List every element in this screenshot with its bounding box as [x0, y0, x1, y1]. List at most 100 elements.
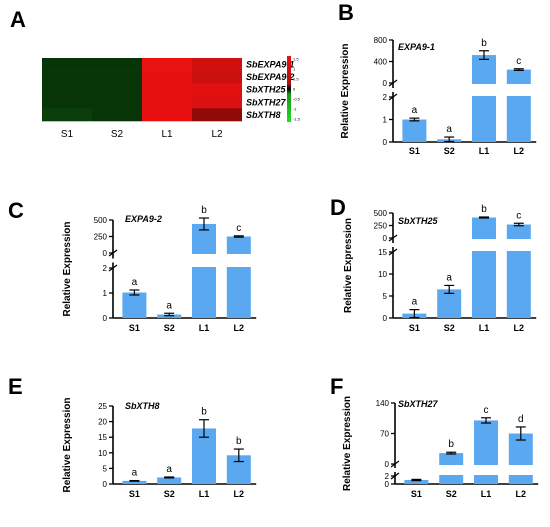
significance-label: b — [201, 407, 207, 418]
heatmap-cell — [192, 58, 242, 71]
panel-letter: C — [8, 198, 24, 223]
significance-label: c — [484, 405, 489, 416]
color-scale-tick: 1.5 — [293, 57, 299, 62]
x-tick-label: L2 — [514, 323, 525, 333]
y-tick-label: 400 — [374, 58, 388, 67]
axis-break-gap — [114, 254, 258, 267]
y-tick-label: 0 — [103, 249, 108, 258]
heatmap-column-label: S1 — [61, 129, 74, 140]
panel-letter: A — [10, 7, 26, 32]
significance-label: b — [201, 205, 207, 216]
significance-label: a — [446, 272, 452, 283]
heatmap-cell — [42, 83, 92, 97]
y-tick-label: 140 — [376, 399, 390, 408]
y-tick-label: 0 — [383, 234, 388, 243]
significance-label: b — [448, 439, 454, 450]
significance-label: b — [481, 38, 487, 49]
color-scale-tick: 0.5 — [293, 77, 299, 82]
heatmap-cell — [142, 95, 192, 109]
y-tick-label: 10 — [98, 449, 107, 458]
bar — [506, 224, 531, 318]
gene-label: EXPA9-2 — [125, 214, 162, 224]
color-scale-tick: 1 — [293, 67, 296, 72]
y-tick-label: 5 — [383, 292, 388, 301]
heatmap-column-label: L1 — [161, 129, 173, 140]
bar — [402, 119, 427, 142]
color-scale-tick: 0 — [293, 87, 296, 92]
heatmap-cell — [192, 70, 242, 84]
bar — [508, 433, 533, 484]
significance-label: a — [166, 300, 172, 311]
heatmap-cell — [42, 70, 92, 84]
significance-label: a — [412, 297, 418, 308]
x-tick-label: L1 — [479, 146, 490, 156]
y-tick-label: 500 — [94, 216, 108, 225]
bar-chart-panel: B Relative Expression EXPA9-1 0 1 2 0 400 800 a a b… — [338, 0, 538, 156]
x-tick-label: S1 — [409, 323, 420, 333]
significance-label: b — [481, 204, 487, 215]
x-tick-label: L2 — [514, 146, 525, 156]
heatmap-cell — [92, 58, 142, 71]
panel-letter: B — [338, 0, 354, 25]
gene-label: EXPA9-1 — [398, 42, 435, 52]
x-tick-label: L2 — [234, 489, 245, 499]
gene-label: SbXTH25 — [398, 216, 439, 226]
y-axis-label: Relative Expression — [340, 43, 351, 138]
y-axis-label: Relative Expression — [62, 221, 73, 316]
heatmap-cell — [92, 70, 142, 84]
heatmap-cell — [142, 58, 192, 71]
y-axis-label: Relative Expression — [342, 396, 353, 491]
x-tick-label: S1 — [129, 489, 140, 499]
x-tick-label: S1 — [409, 146, 420, 156]
heatmap-column-label: L2 — [211, 129, 223, 140]
heatmap-cell — [92, 83, 142, 97]
color-scale-bar — [287, 56, 291, 122]
heatmap-cell — [42, 95, 92, 109]
significance-label: a — [132, 468, 138, 479]
x-tick-label: L1 — [199, 489, 210, 499]
y-tick-label: 70 — [380, 430, 389, 439]
x-tick-label: S1 — [411, 489, 422, 499]
axis-break-gap — [394, 84, 538, 96]
y-tick-label: 0 — [103, 480, 108, 489]
y-tick-label: 5 — [103, 464, 108, 473]
bar — [472, 217, 496, 318]
y-tick-label: 10 — [378, 270, 387, 279]
y-tick-label: 20 — [98, 418, 107, 427]
y-tick-label: 250 — [374, 222, 388, 231]
y-tick-label: 15 — [98, 433, 107, 442]
heatmap-cell — [142, 108, 192, 122]
panel-letter: E — [8, 374, 23, 399]
y-tick-label: 1 — [103, 289, 108, 298]
color-scale-tick: -1.5 — [293, 117, 301, 122]
heatmap-cell — [192, 108, 242, 122]
significance-label: c — [236, 223, 241, 234]
bar — [472, 55, 496, 142]
y-tick-label: 0 — [103, 314, 108, 323]
heatmap-row-label: SbEXPA9-1 — [246, 60, 294, 70]
axis-break-gap — [396, 465, 540, 475]
heatmap-cell — [92, 95, 142, 109]
heatmap-row-label: SbXTH25 — [246, 85, 287, 95]
significance-label: b — [236, 436, 242, 447]
panel-letter: F — [330, 374, 343, 399]
y-tick-label: 500 — [374, 209, 388, 218]
y-tick-label: 0 — [385, 460, 390, 469]
significance-label: a — [446, 124, 452, 135]
bar — [506, 69, 531, 142]
heatmap-cell — [42, 108, 92, 122]
heatmap-cell — [92, 108, 142, 122]
y-tick-label: 0 — [383, 79, 388, 88]
axis-break-gap — [394, 239, 538, 251]
significance-label: a — [412, 105, 418, 116]
significance-label: a — [166, 464, 172, 475]
bar-chart-panel: E Relative Expression SbXTH8 0 5 10 15 20 25 a a b b… — [8, 374, 257, 499]
panel-letter: D — [330, 195, 346, 220]
color-scale-tick: -1 — [293, 107, 297, 112]
y-tick-label: 15 — [378, 248, 387, 257]
x-tick-label: L1 — [481, 489, 492, 499]
bar — [192, 223, 216, 318]
y-tick-label: 25 — [98, 402, 107, 411]
